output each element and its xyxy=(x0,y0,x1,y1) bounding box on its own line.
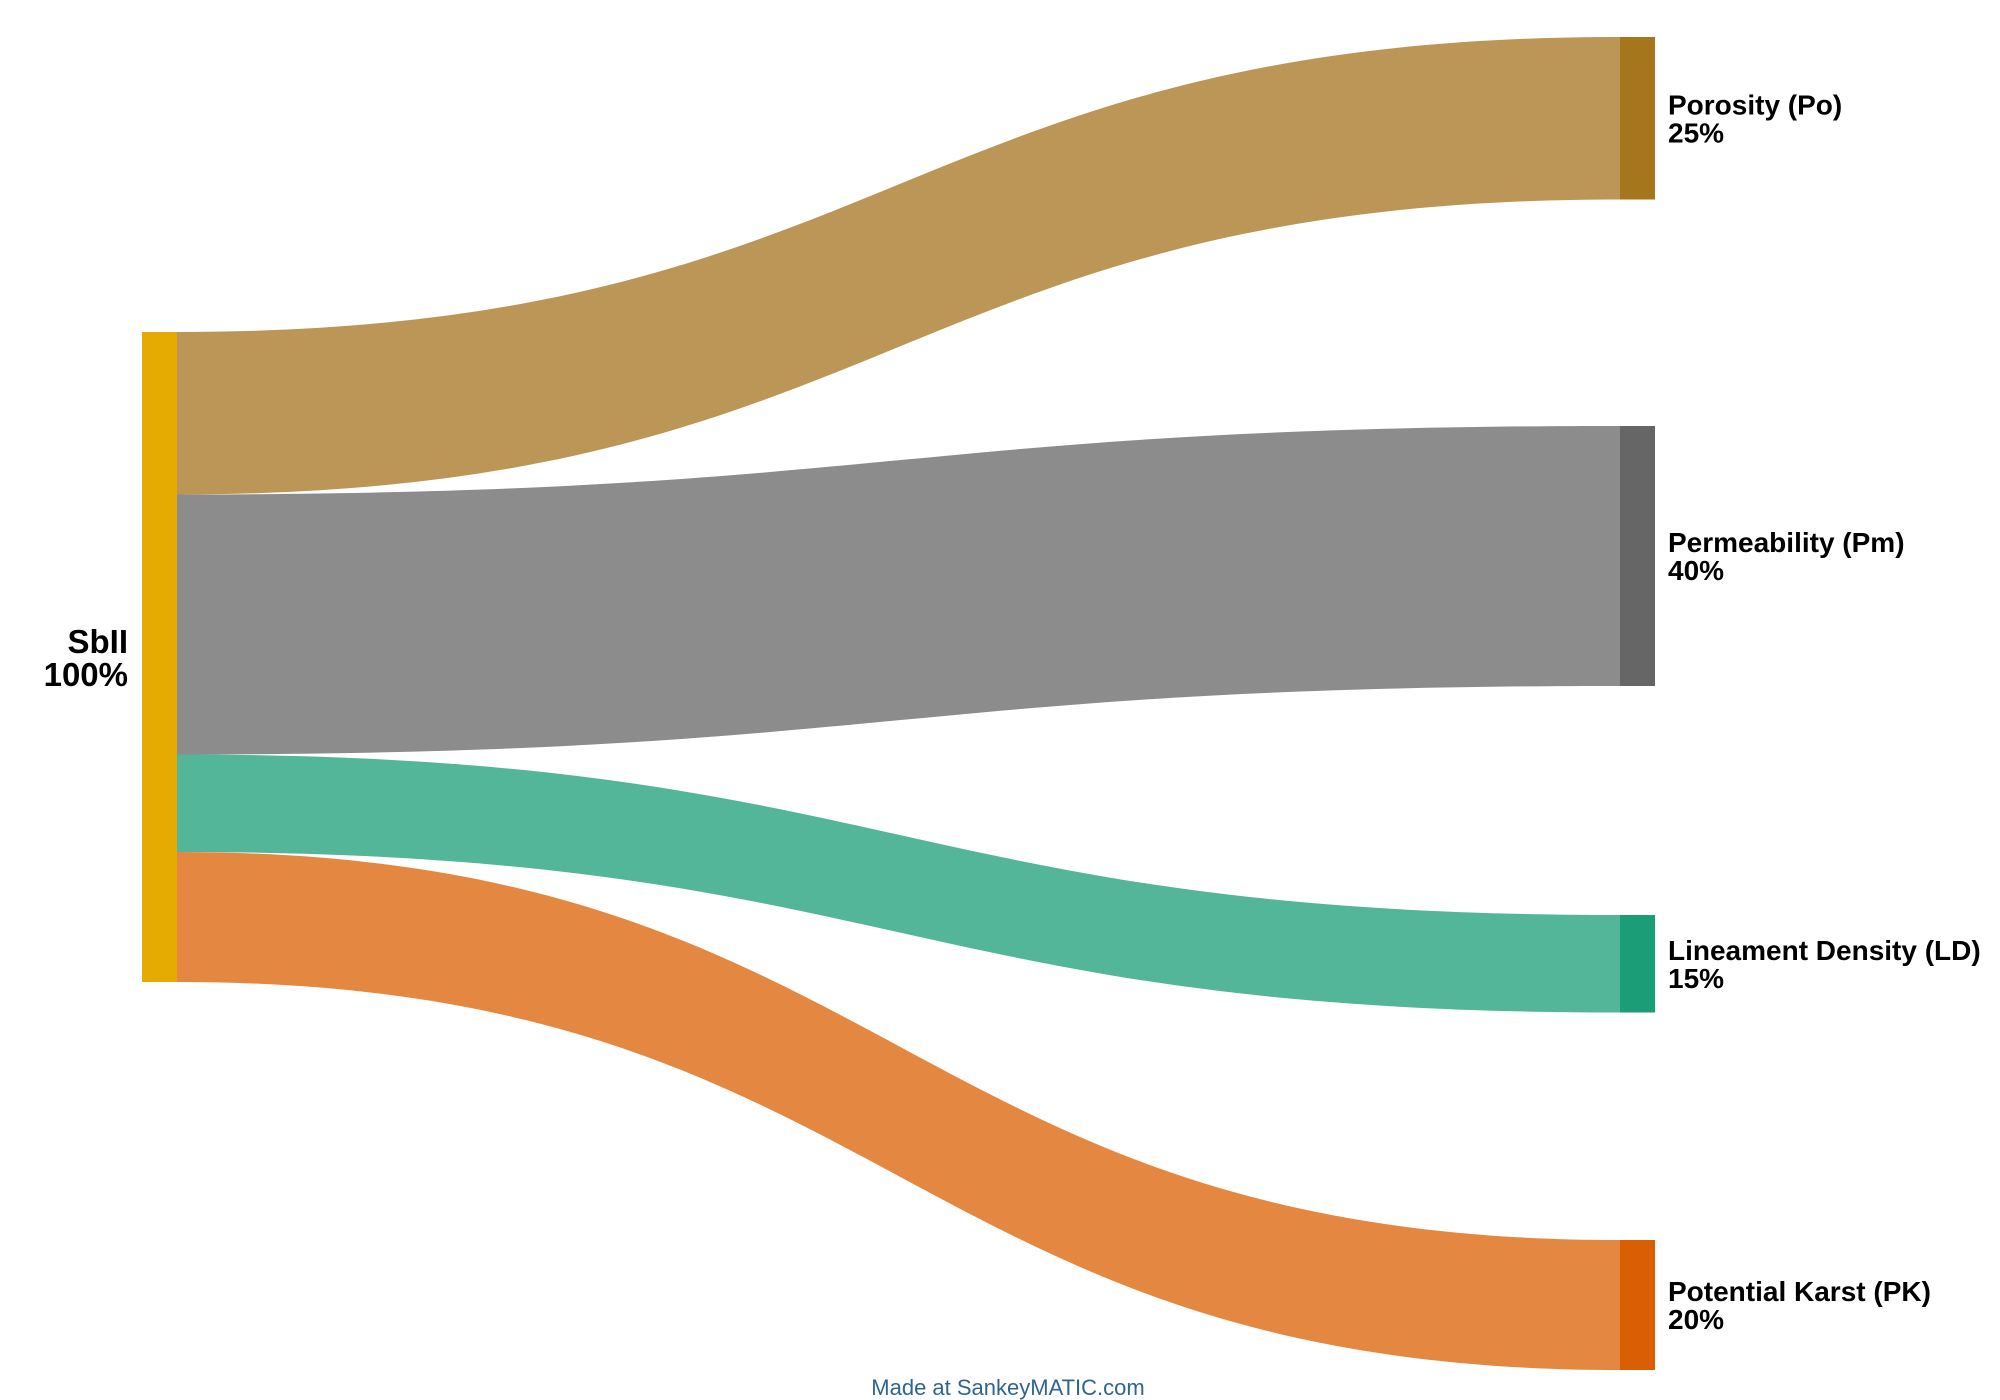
flow-1 xyxy=(177,426,1620,755)
target-node-value-1: 40% xyxy=(1668,555,1724,586)
credit-text: Made at SankeyMATIC.com xyxy=(871,1375,1144,1400)
nodes-group xyxy=(142,37,1655,1370)
target-node-value-3: 20% xyxy=(1668,1304,1724,1335)
target-node-3 xyxy=(1620,1240,1655,1370)
target-node-name-2: Lineament Density (LD) xyxy=(1668,935,1981,966)
source-node-name: SbII xyxy=(67,623,128,660)
target-node-value-2: 15% xyxy=(1668,963,1724,994)
source-node-value: 100% xyxy=(44,656,128,693)
flows-group xyxy=(177,37,1620,1370)
target-node-name-1: Permeability (Pm) xyxy=(1668,527,1905,558)
target-node-name-0: Porosity (Po) xyxy=(1668,89,1842,120)
target-node-1 xyxy=(1620,426,1655,686)
target-node-name-3: Potential Karst (PK) xyxy=(1668,1276,1931,1307)
labels-group: SbII 100% Porosity (Po)25% Permeability (… xyxy=(44,89,1981,1335)
source-node xyxy=(142,332,177,982)
flow-3 xyxy=(177,852,1620,1370)
target-node-0 xyxy=(1620,37,1655,200)
flow-2 xyxy=(177,754,1620,1013)
target-node-2 xyxy=(1620,915,1655,1013)
flow-0 xyxy=(177,37,1620,495)
target-node-value-0: 25% xyxy=(1668,117,1724,148)
